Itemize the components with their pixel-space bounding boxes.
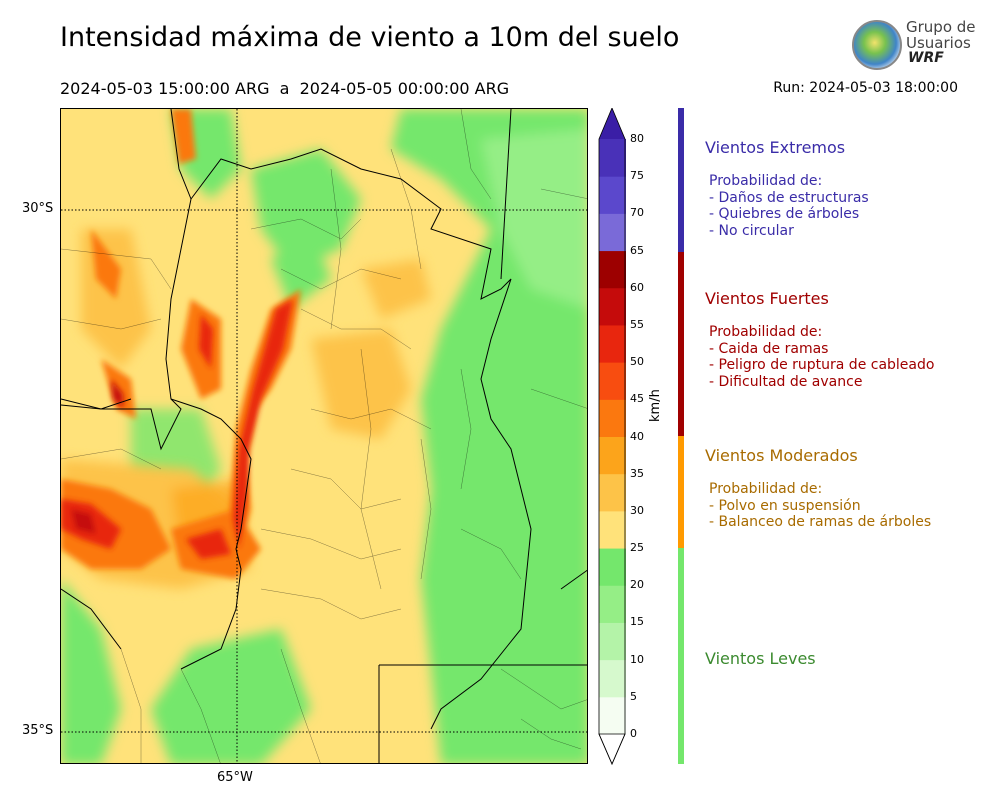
colorbar-segment: [599, 585, 626, 623]
colorbar-tick-label: 5: [630, 689, 637, 703]
category-moderate: Vientos Moderados Probabilidad de: - Pol…: [705, 446, 995, 531]
category-item: - Dificultad de avance: [709, 373, 863, 390]
colorbar-segment: [599, 324, 626, 363]
wind-map-canvas: [61, 109, 587, 763]
category-item: - Daños de estructuras: [709, 189, 869, 206]
category-title: Vientos Extremos: [705, 138, 846, 157]
colorbar-segment: [599, 287, 626, 326]
department-boundaries: [61, 109, 587, 763]
colorbar-tick-label: 35: [630, 466, 644, 480]
category-item: - Quiebres de árboles: [709, 206, 860, 222]
colorbar-segment: [599, 659, 626, 698]
category-item: - Peligro de ruptura de cableado: [709, 357, 935, 373]
graticule: [61, 109, 587, 763]
colorbar-tick-label: 40: [630, 429, 644, 443]
colorbar-tick-label: 75: [630, 169, 644, 183]
colorbar-tick-label: 50: [630, 355, 644, 369]
colorbar-tick-label: 65: [630, 243, 644, 257]
category-bar-extreme: [678, 108, 684, 252]
colorbar-segment: [599, 176, 626, 214]
wind-field-light: [61, 109, 587, 763]
category-desc-header: Probabilidad de:: [709, 324, 823, 340]
colorbar-tick-label: 55: [630, 317, 644, 331]
category-title: Vientos Leves: [705, 649, 816, 668]
colorbar-tick-label: 45: [630, 392, 644, 406]
colorbar-tick-label: 25: [630, 541, 644, 555]
category-desc-header: Probabilidad de:: [709, 173, 823, 189]
colorbar-segment: [599, 139, 626, 177]
logo-text-line2: Usuarios: [906, 34, 971, 52]
category-item: - No circular: [709, 222, 794, 239]
category-description: Probabilidad de: - Caida de ramas - Peli…: [705, 324, 995, 390]
colorbar-segment: [599, 213, 626, 252]
colorbar-segment: [599, 696, 626, 735]
colorbar-tick-label: 0: [630, 727, 637, 740]
colorbar-tick-label: 15: [630, 615, 644, 629]
colorbar-segment: [599, 622, 626, 661]
colorbar-segments: [599, 139, 626, 735]
colorbar: [598, 108, 626, 766]
colorbar-tick-label: 30: [630, 503, 644, 517]
category-description: Probabilidad de: - Daños de estructuras …: [705, 173, 995, 239]
colorbar-tick-label: 70: [630, 206, 644, 220]
valid-period: 2024-05-03 15:00:00 ARG a 2024-05-05 00:…: [60, 79, 510, 98]
wind-map: [60, 108, 588, 764]
colorbar-tick-label: 20: [630, 578, 644, 592]
colorbar-segment: [599, 510, 626, 549]
logo-text-line3: WRF: [908, 50, 944, 66]
lon-label-65w: 65°W: [217, 770, 253, 785]
colorbar-tick-label: 60: [630, 280, 644, 294]
category-strong: Vientos Fuertes Probabilidad de: - Caida…: [705, 289, 995, 390]
category-item: - Polvo en suspensión: [709, 497, 861, 514]
province-boundaries: [61, 109, 587, 763]
category-bar-moderate: [678, 436, 684, 548]
lat-label-35s: 35°S: [22, 723, 54, 738]
colorbar-tick-label: 10: [630, 652, 644, 666]
colorbar-segment: [599, 250, 626, 289]
category-bar-light: [678, 548, 684, 764]
grupo-usuarios-wrf-logo: Grupo de Usuarios WRF: [848, 16, 978, 72]
category-item: - Caida de ramas: [709, 340, 829, 357]
logo-text-line1: Grupo de: [906, 18, 976, 36]
wind-field-extreme: [61, 299, 293, 559]
colorbar-segment: [599, 399, 626, 437]
colorbar-frame: [598, 108, 626, 766]
category-item: - Balanceo de ramas de árboles: [709, 514, 932, 530]
category-description: Probabilidad de: - Polvo en suspensión -…: [705, 481, 995, 531]
category-bar-strong: [678, 252, 684, 436]
category-title: Vientos Moderados: [705, 446, 858, 465]
category-light: Vientos Leves: [705, 649, 995, 668]
colorbar-segment: [599, 436, 626, 475]
category-extreme: Vientos Extremos Probabilidad de: - Daño…: [705, 138, 995, 239]
colorbar-top-arrow: [599, 108, 625, 139]
colorbar-segment: [599, 548, 626, 586]
colorbar-unit: km/h: [648, 389, 663, 422]
colorbar-bottom-arrow: [598, 733, 626, 766]
colorbar-segment: [599, 362, 626, 400]
category-title: Vientos Fuertes: [705, 289, 829, 308]
colorbar-segment: [599, 473, 626, 512]
run-time: Run: 2024-05-03 18:00:00: [773, 80, 958, 96]
map-title: Intensidad máxima de viento a 10m del su…: [60, 22, 680, 53]
lat-label-30s: 30°S: [22, 201, 54, 216]
category-desc-header: Probabilidad de:: [709, 481, 823, 497]
colorbar-tick-label: 80: [630, 132, 644, 145]
globe-icon: [852, 20, 902, 70]
